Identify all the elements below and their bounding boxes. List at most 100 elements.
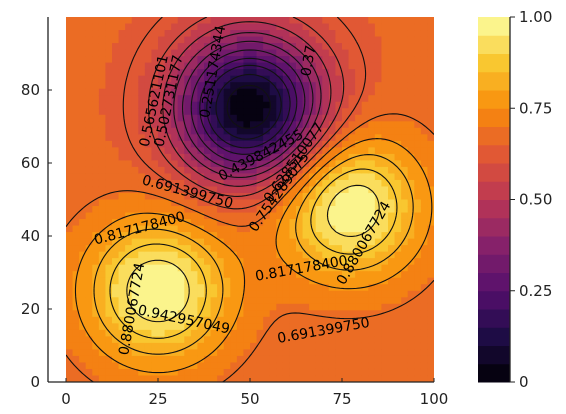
contour-cell xyxy=(420,23,429,31)
contour-cell xyxy=(230,225,238,233)
contour-cell xyxy=(92,49,100,57)
contour-cell xyxy=(204,23,212,31)
contour-cell xyxy=(256,114,264,122)
contour-cell xyxy=(79,336,87,344)
contour-cell xyxy=(269,147,277,155)
contour-cell xyxy=(388,56,396,64)
contour-cell xyxy=(72,192,80,201)
contour-cell xyxy=(282,368,291,377)
contour-cell xyxy=(420,225,429,233)
contour-cell xyxy=(302,114,310,122)
contour-cell xyxy=(92,62,100,70)
contour-cell xyxy=(328,166,337,175)
contour-cell xyxy=(361,349,369,357)
contour-cell xyxy=(355,297,363,305)
contour-cell xyxy=(427,43,434,51)
contour-cell xyxy=(223,277,231,285)
contour-cell xyxy=(388,199,396,207)
contour-cell xyxy=(263,284,271,292)
contour-cell xyxy=(309,49,317,57)
contour-cell xyxy=(401,82,409,90)
contour-cell xyxy=(420,297,429,305)
contour-cell xyxy=(158,95,166,103)
contour-cell xyxy=(374,173,383,181)
contour-cell xyxy=(210,232,218,240)
contour-cell xyxy=(420,329,429,337)
contour-cell xyxy=(420,147,429,155)
contour-cell xyxy=(315,212,323,220)
contour-cell xyxy=(282,362,291,370)
y-tick-label: 20 xyxy=(21,300,40,318)
contour-cell xyxy=(381,297,389,305)
contour-cell xyxy=(374,134,383,142)
contour-cell xyxy=(335,82,343,90)
contour-cell xyxy=(302,368,310,377)
contour-cell xyxy=(388,329,396,337)
contour-cell xyxy=(72,114,80,122)
contour-cell xyxy=(401,179,409,188)
contour-cell xyxy=(72,284,80,292)
contour-cell xyxy=(342,199,350,207)
contour-cell xyxy=(164,238,172,246)
contour-cell xyxy=(112,375,120,382)
contour-cell xyxy=(282,147,291,155)
contour-cell xyxy=(144,212,153,220)
contour-line xyxy=(74,138,433,374)
contour-cell xyxy=(158,62,166,70)
contour-cell xyxy=(348,375,356,382)
contour-cell xyxy=(322,101,330,109)
contour-cell xyxy=(250,192,258,201)
contour-cell xyxy=(348,271,356,279)
contour-cell xyxy=(72,206,80,214)
contour-cell xyxy=(368,108,376,116)
contour-cell xyxy=(355,192,363,201)
contour-cell xyxy=(355,114,363,122)
contour-cell xyxy=(151,134,159,142)
contour-cell xyxy=(414,355,422,364)
contour-cell xyxy=(118,264,126,272)
contour-cell xyxy=(125,284,133,292)
contour-cell xyxy=(144,199,153,207)
contour-cell xyxy=(158,375,166,382)
contour-cell xyxy=(223,121,231,129)
contour-cell xyxy=(223,264,231,272)
contour-cell xyxy=(256,23,264,31)
contour-cell xyxy=(204,49,212,57)
contour-cell xyxy=(144,264,153,272)
contour-cell xyxy=(348,310,356,318)
contour-cell xyxy=(250,199,258,207)
contour-cell xyxy=(269,114,277,122)
contour-cell xyxy=(374,43,383,51)
contour-cell xyxy=(138,349,146,357)
contour-cell xyxy=(322,258,330,266)
contour-cell xyxy=(289,179,297,188)
contour-cell xyxy=(328,355,337,364)
contour-cell xyxy=(361,368,369,377)
contour-cell xyxy=(230,199,238,207)
contour-cell xyxy=(138,290,146,298)
contour-cell xyxy=(197,355,205,364)
contour-cell xyxy=(322,342,330,351)
contour-cell xyxy=(256,82,264,90)
contour-cell xyxy=(420,290,429,298)
contour-cell xyxy=(243,36,251,44)
contour-cell xyxy=(355,225,363,233)
contour-cell xyxy=(256,75,264,83)
contour-cell xyxy=(296,310,304,318)
contour-cell xyxy=(217,355,225,364)
contour-cell xyxy=(407,140,415,148)
contour-cell xyxy=(394,290,402,298)
contour-cell xyxy=(401,160,409,168)
contour-cell xyxy=(282,140,291,148)
contour-cell xyxy=(401,17,409,25)
contour-cell xyxy=(171,179,179,188)
contour-cell xyxy=(427,251,434,259)
contour-cell xyxy=(131,82,139,90)
contour-cell xyxy=(158,88,166,96)
contour-cell xyxy=(322,30,330,38)
contour-cell xyxy=(79,355,87,364)
contour-cell xyxy=(92,355,100,364)
contour-cell xyxy=(427,310,434,318)
contour-cell xyxy=(289,277,297,285)
contour-cell xyxy=(85,310,93,318)
